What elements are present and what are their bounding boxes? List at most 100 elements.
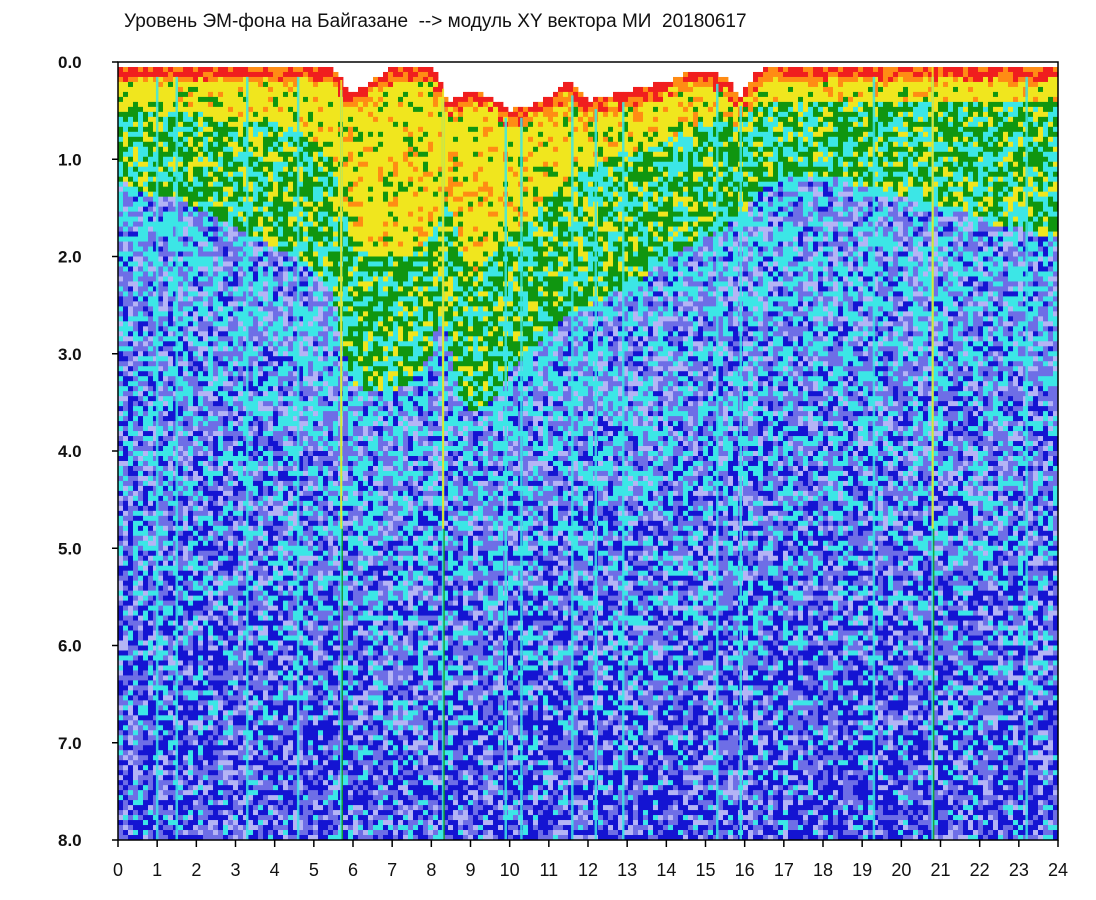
heatmap-cell bbox=[208, 316, 214, 322]
heatmap-cell bbox=[183, 261, 189, 267]
heatmap-cell bbox=[263, 750, 269, 756]
heatmap-cell bbox=[193, 101, 199, 108]
heatmap-cell bbox=[213, 371, 219, 377]
heatmap-cell bbox=[123, 266, 129, 272]
heatmap-cell bbox=[248, 595, 254, 602]
heatmap-cell bbox=[148, 221, 154, 227]
heatmap-cell bbox=[233, 485, 239, 492]
heatmap-cell bbox=[233, 286, 239, 292]
heatmap-cell bbox=[268, 500, 274, 507]
heatmap-cell bbox=[248, 650, 254, 656]
heatmap-cell bbox=[218, 465, 224, 472]
heatmap-cell bbox=[243, 680, 249, 686]
heatmap-cell bbox=[208, 675, 214, 681]
heatmap-cell bbox=[203, 625, 209, 631]
heatmap-cell bbox=[273, 570, 279, 577]
heatmap-cell bbox=[133, 755, 139, 761]
heatmap-cell bbox=[253, 550, 259, 557]
heatmap-cell bbox=[213, 470, 219, 477]
heatmap-cell bbox=[178, 371, 184, 377]
heatmap-cell bbox=[248, 121, 254, 128]
heatmap-cell bbox=[228, 775, 234, 781]
heatmap-cell bbox=[123, 446, 129, 452]
heatmap-cell bbox=[263, 575, 269, 582]
heatmap-cell bbox=[183, 451, 189, 457]
heatmap-cell bbox=[233, 775, 239, 781]
heatmap-cell bbox=[263, 301, 269, 307]
heatmap-cell bbox=[188, 815, 194, 821]
heatmap-cell bbox=[218, 131, 224, 138]
heatmap-cell bbox=[218, 81, 224, 88]
heatmap-cell bbox=[183, 520, 189, 527]
heatmap-cell bbox=[208, 386, 214, 392]
heatmap-cell bbox=[198, 426, 204, 432]
heatmap-cell bbox=[158, 825, 164, 831]
heatmap-cell bbox=[118, 391, 124, 397]
heatmap-cell bbox=[258, 465, 264, 472]
heatmap-cell bbox=[133, 780, 139, 786]
heatmap-cell bbox=[213, 700, 219, 706]
heatmap-cell bbox=[148, 216, 154, 222]
heatmap-cell bbox=[128, 421, 134, 427]
heatmap-cell bbox=[263, 560, 269, 567]
heatmap-cell bbox=[233, 196, 239, 203]
heatmap-cell bbox=[143, 515, 149, 522]
heatmap-cell bbox=[218, 480, 224, 487]
heatmap-cell bbox=[208, 550, 214, 557]
heatmap-cell bbox=[208, 246, 214, 252]
heatmap-cell bbox=[158, 835, 164, 841]
heatmap-cell bbox=[128, 206, 134, 213]
heatmap-cell bbox=[138, 815, 144, 821]
heatmap-cell bbox=[193, 495, 199, 502]
heatmap-cell bbox=[268, 755, 274, 761]
heatmap-cell bbox=[243, 460, 249, 467]
heatmap-cell bbox=[138, 276, 144, 282]
heatmap-cell bbox=[203, 381, 209, 387]
heatmap-cell bbox=[138, 740, 144, 746]
heatmap-cell bbox=[163, 585, 169, 592]
heatmap-cell bbox=[138, 351, 144, 357]
heatmap-cell bbox=[203, 630, 209, 636]
heatmap-cell bbox=[193, 465, 199, 472]
heatmap-cell bbox=[248, 760, 254, 766]
heatmap-cell bbox=[213, 575, 219, 582]
heatmap-cell bbox=[218, 565, 224, 572]
heatmap-cell bbox=[243, 301, 249, 307]
heatmap-cell bbox=[178, 745, 184, 751]
heatmap-cell bbox=[193, 530, 199, 537]
heatmap-cell bbox=[203, 231, 209, 237]
heatmap-cell bbox=[228, 710, 234, 716]
heatmap-cell bbox=[158, 505, 164, 512]
heatmap-cell bbox=[178, 610, 184, 616]
heatmap-cell bbox=[193, 206, 199, 213]
heatmap-cell bbox=[208, 181, 214, 188]
heatmap-cell bbox=[258, 391, 264, 397]
heatmap-cell bbox=[213, 765, 219, 771]
heatmap-cell bbox=[233, 66, 239, 73]
heatmap-cell bbox=[123, 131, 129, 138]
heatmap-cell bbox=[188, 690, 194, 696]
heatmap-cell bbox=[123, 655, 129, 661]
heatmap-cell bbox=[123, 261, 129, 267]
heatmap-cell bbox=[163, 406, 169, 412]
heatmap-cell bbox=[128, 595, 134, 602]
heatmap-cell bbox=[193, 505, 199, 512]
heatmap-cell bbox=[273, 595, 279, 602]
heatmap-cell bbox=[273, 820, 279, 826]
heatmap-cell bbox=[193, 790, 199, 796]
heatmap-cell bbox=[203, 580, 209, 587]
heatmap-cell bbox=[123, 680, 129, 686]
heatmap-cell bbox=[273, 216, 279, 222]
heatmap-cell bbox=[168, 805, 174, 811]
heatmap-cell bbox=[238, 126, 244, 133]
heatmap-cell bbox=[123, 715, 129, 721]
heatmap-cell bbox=[153, 730, 159, 736]
heatmap-cell bbox=[223, 381, 229, 387]
heatmap-cell bbox=[203, 605, 209, 611]
heatmap-cell bbox=[163, 386, 169, 392]
heatmap-cell bbox=[233, 141, 239, 148]
heatmap-cell bbox=[183, 500, 189, 507]
heatmap-cell bbox=[193, 261, 199, 267]
heatmap-cell bbox=[148, 705, 154, 711]
heatmap-cell bbox=[228, 815, 234, 821]
